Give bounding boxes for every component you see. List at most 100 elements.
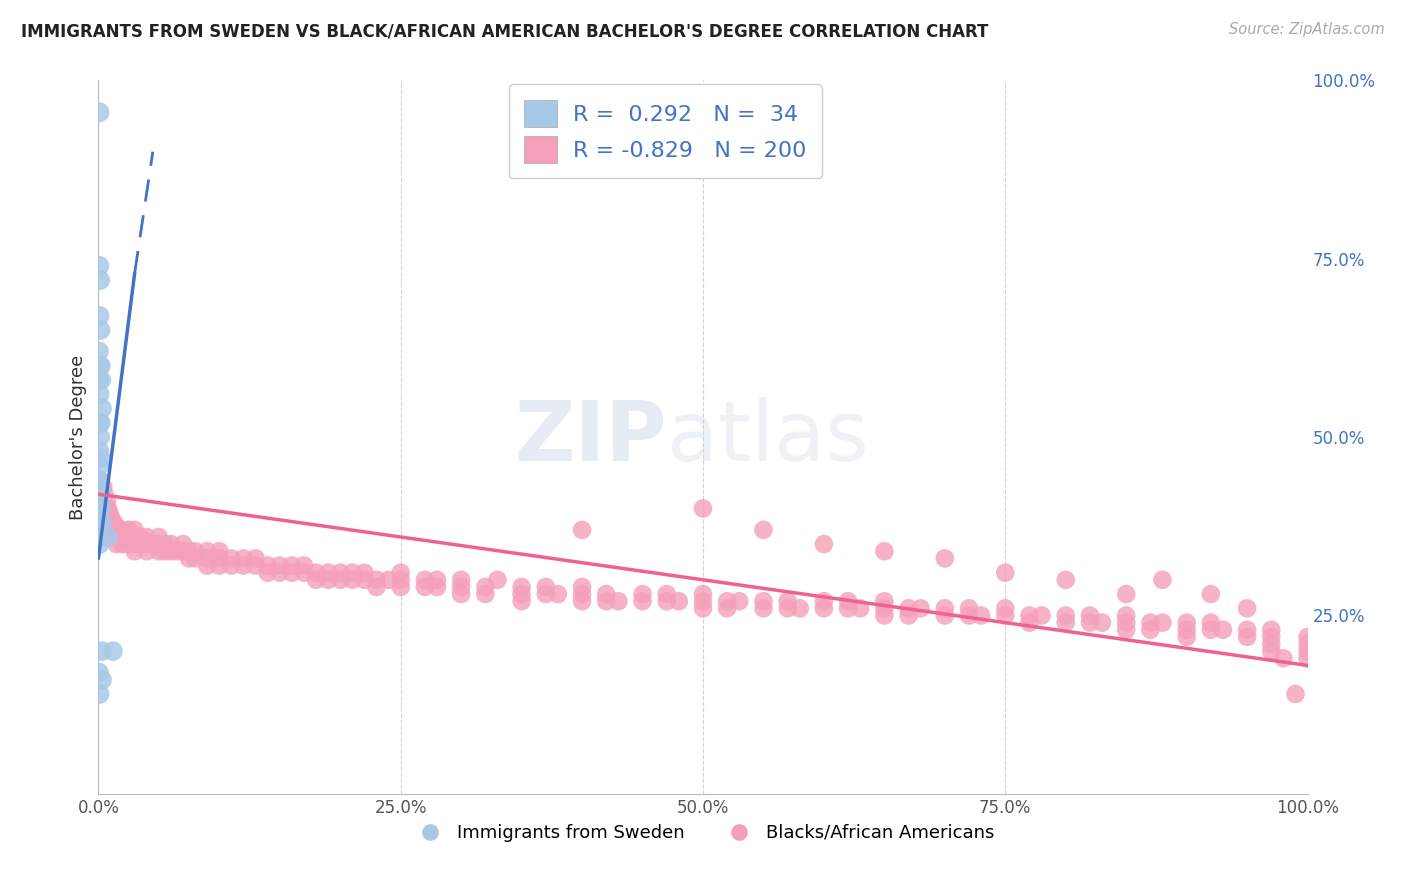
Point [89,273,111,287]
Point [129,530,152,544]
Point [256,558,278,573]
Point [269,558,291,573]
Point [1296,630,1319,644]
Point [342,566,364,580]
Point [474,587,496,601]
Point [305,566,328,580]
Point [90,451,112,466]
Point [292,558,315,573]
Point [776,594,799,608]
Point [91,508,114,523]
Point [1054,608,1077,623]
Point [90,416,112,430]
Point [837,601,859,615]
Point [1115,587,1137,601]
Text: IMMIGRANTS FROM SWEDEN VS BLACK/AFRICAN AMERICAN BACHELOR'S DEGREE CORRELATION C: IMMIGRANTS FROM SWEDEN VS BLACK/AFRICAN … [21,22,988,40]
Point [1236,623,1258,637]
Point [486,573,509,587]
Point [595,594,617,608]
Point [100,508,122,523]
Point [153,544,176,558]
Point [316,566,339,580]
Point [957,601,980,615]
Point [90,501,112,516]
Point [1018,615,1040,630]
Point [474,580,496,594]
Point [353,573,375,587]
Point [1199,623,1222,637]
Point [184,544,207,558]
Point [89,458,111,473]
Point [91,501,114,516]
Point [873,594,896,608]
Point [179,544,201,558]
Point [89,487,111,501]
Point [111,537,134,551]
Point [413,573,436,587]
Point [148,537,170,551]
Point [118,523,141,537]
Point [450,573,472,587]
Point [91,494,114,508]
Point [692,501,714,516]
Point [994,566,1017,580]
Point [89,473,111,487]
Point [1284,687,1306,701]
Point [426,573,449,587]
Point [111,523,134,537]
Point [366,573,388,587]
Point [897,601,920,615]
Point [813,601,835,615]
Point [1260,644,1282,658]
Point [1018,608,1040,623]
Point [91,644,114,658]
Text: ZIP: ZIP [515,397,666,477]
Point [89,359,111,373]
Point [208,544,231,558]
Point [849,601,872,615]
Point [1078,615,1101,630]
Legend: Immigrants from Sweden, Blacks/African Americans: Immigrants from Sweden, Blacks/African A… [405,817,1001,849]
Point [97,530,120,544]
Point [1296,651,1319,665]
Point [91,516,114,530]
Point [105,537,128,551]
Point [105,523,128,537]
Point [342,573,364,587]
Point [101,530,124,544]
Point [716,601,738,615]
Point [450,587,472,601]
Point [195,551,218,566]
Point [547,587,569,601]
Point [153,537,176,551]
Point [103,516,125,530]
Point [89,416,111,430]
Point [281,558,304,573]
Point [124,530,146,544]
Point [316,573,339,587]
Text: Source: ZipAtlas.com: Source: ZipAtlas.com [1229,22,1385,37]
Point [91,487,114,501]
Point [668,594,690,608]
Point [91,480,114,494]
Point [93,487,115,501]
Point [208,551,231,566]
Point [135,537,157,551]
Point [166,544,188,558]
Point [118,530,141,544]
Point [389,580,412,594]
Point [631,594,654,608]
Point [245,558,267,573]
Point [389,573,412,587]
Point [97,501,120,516]
Point [534,587,557,601]
Point [910,601,932,615]
Point [1115,608,1137,623]
Point [305,573,328,587]
Point [208,558,231,573]
Point [631,587,654,601]
Point [873,608,896,623]
Point [89,387,111,401]
Point [692,594,714,608]
Point [1152,615,1174,630]
